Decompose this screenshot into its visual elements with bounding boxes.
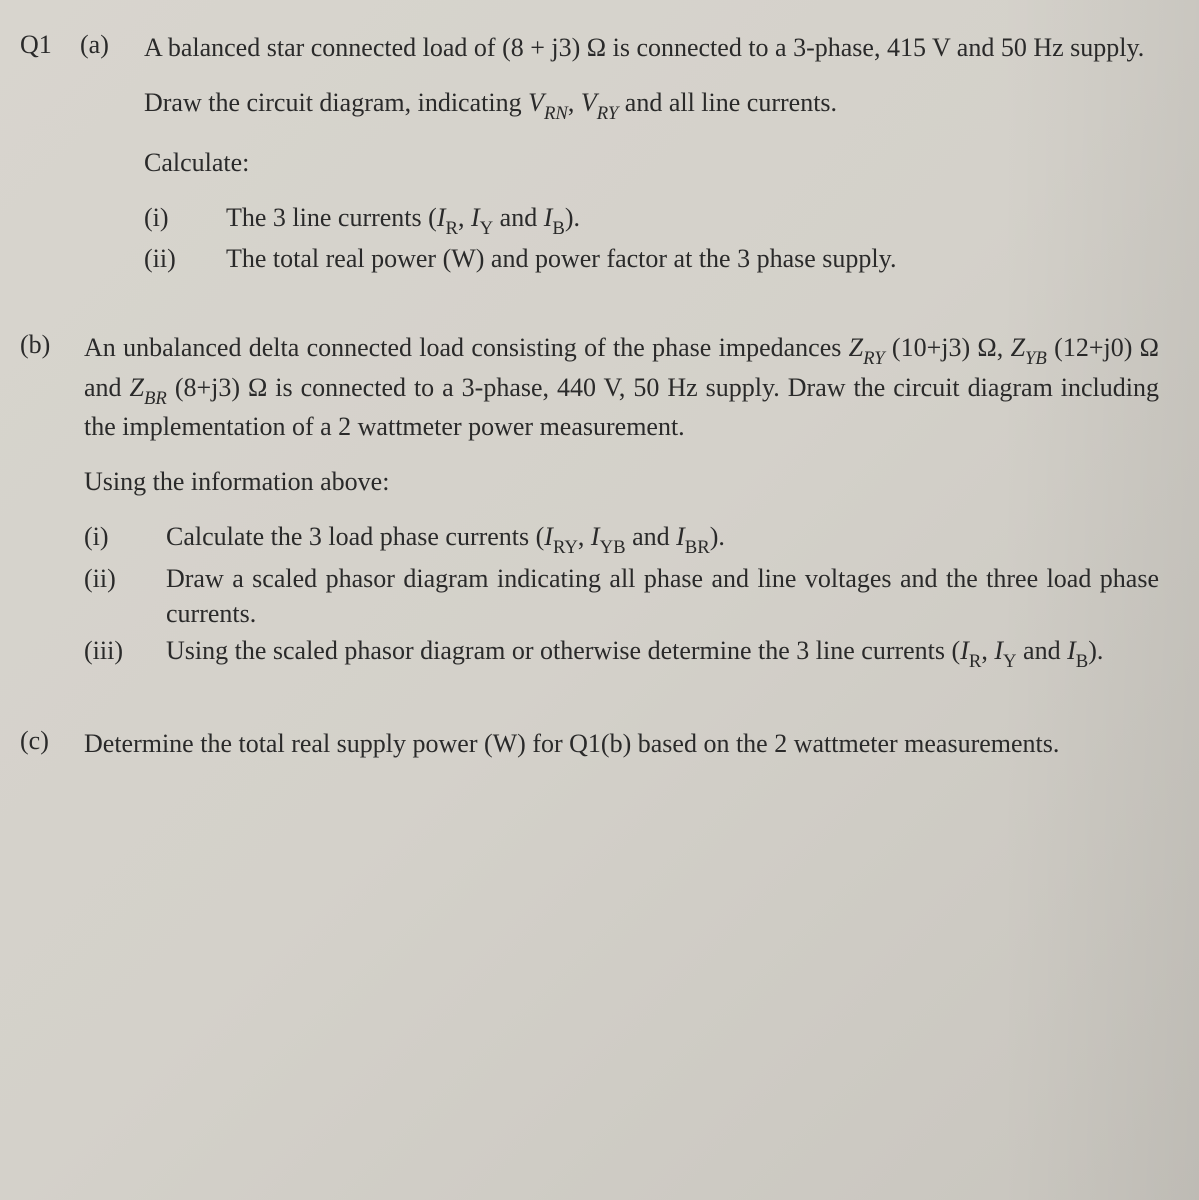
part-a-sub-ii: (ii) The total real power (W) and power … [144, 241, 1159, 276]
part-c-body: Determine the total real supply power (W… [84, 726, 1159, 761]
part-b-label: (b) [20, 330, 64, 674]
part-b-sublist: (i) Calculate the 3 load phase currents … [84, 519, 1159, 672]
part-a-intro: A balanced star connected load of (8 + j… [144, 30, 1159, 65]
part-b-sub-ii: (ii) Draw a scaled phasor diagram indica… [84, 561, 1159, 631]
part-a-sublist: (i) The 3 line currents (IR, IY and IB).… [144, 200, 1159, 277]
part-a: (a) A balanced star connected load of (8… [80, 30, 1159, 278]
part-b-sub-i: (i) Calculate the 3 load phase currents … [84, 519, 1159, 558]
part-b-body: An unbalanced delta connected load consi… [84, 330, 1159, 674]
part-b: (b) An unbalanced delta connected load c… [20, 330, 1159, 674]
part-a-instruction: Draw the circuit diagram, indicating VRN… [144, 85, 1159, 124]
part-c-label: (c) [20, 726, 64, 761]
part-b-sub-iii: (iii) Using the scaled phasor diagram or… [84, 633, 1159, 672]
part-b-instruction: Using the information above: [84, 464, 1159, 499]
question-q1: Q1 (a) A balanced star connected load of… [20, 30, 1159, 813]
part-c-text: Determine the total real supply power (W… [84, 726, 1159, 761]
part-a-label: (a) [80, 30, 124, 278]
part-c: (c) Determine the total real supply powe… [20, 726, 1159, 761]
part-a-calc-header: Calculate: [144, 145, 1159, 180]
part-a-body: A balanced star connected load of (8 + j… [144, 30, 1159, 278]
part-b-intro: An unbalanced delta connected load consi… [84, 330, 1159, 444]
part-a-sub-i: (i) The 3 line currents (IR, IY and IB). [144, 200, 1159, 239]
question-content: (a) A balanced star connected load of (8… [80, 30, 1159, 813]
